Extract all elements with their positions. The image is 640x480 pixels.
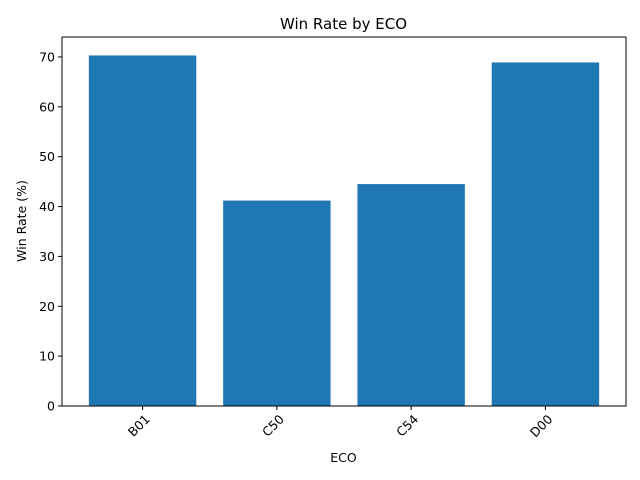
y-tick-label: 10 — [39, 349, 55, 364]
bar-B01 — [88, 55, 197, 406]
y-tick-label: 40 — [39, 199, 55, 214]
x-tick-label: D00 — [527, 411, 556, 440]
plot-frame — [61, 36, 627, 407]
y-axis: 0 10 20 30 40 50 60 70 — [39, 49, 62, 414]
y-tick-label: 50 — [39, 149, 55, 164]
x-tick-label: B01 — [125, 412, 153, 440]
y-tick-label: 20 — [39, 299, 55, 314]
bar-C54 — [357, 184, 465, 406]
bar-C50 — [223, 200, 331, 406]
bar-D00 — [491, 62, 600, 407]
chart-title: Win Rate by ECO — [280, 15, 407, 33]
x-axis-label: ECO — [330, 450, 357, 465]
x-tick-label: C54 — [393, 411, 421, 439]
y-tick-label: 70 — [39, 49, 55, 64]
y-tick-label: 30 — [39, 249, 55, 264]
y-tick-label: 60 — [39, 99, 55, 114]
y-axis-label: Win Rate (%) — [14, 180, 29, 262]
plot-area — [61, 36, 627, 407]
y-tick-label: 0 — [47, 399, 55, 414]
x-tick-label: C50 — [259, 411, 287, 439]
x-axis: B01 C50 C54 D00 — [125, 406, 556, 440]
